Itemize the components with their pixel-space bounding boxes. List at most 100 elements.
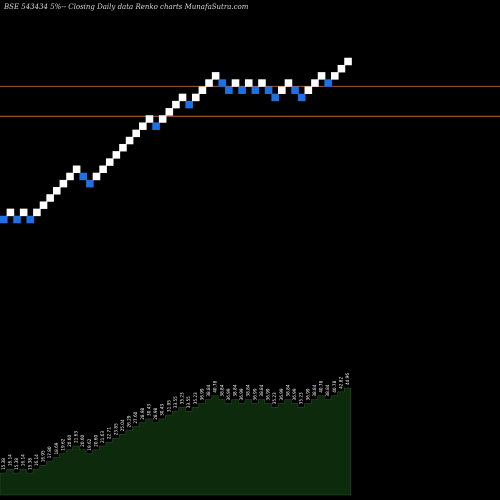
price-label-14: 20.60	[93, 435, 98, 447]
price-label-11: 21.63	[74, 431, 79, 443]
price-labels-layer: 15.38 16.14 15.38 16.14 15.38 16.14 16.95 17.80…	[1, 373, 350, 470]
renko-brick-7	[46, 194, 54, 202]
price-label-28: 33.55	[186, 396, 191, 408]
price-label-17: 23.85	[113, 423, 118, 435]
price-label-0: 15.38	[1, 458, 6, 470]
renko-brick-27	[178, 93, 187, 102]
price-label-35: 38.84	[233, 384, 238, 396]
renko-brick-14	[92, 172, 101, 181]
price-label-40: 36.99	[266, 388, 271, 400]
price-label-45: 35.23	[299, 392, 304, 404]
price-label-46: 36.99	[305, 388, 310, 400]
renko-brick-50	[331, 72, 339, 80]
price-label-4: 15.38	[27, 458, 32, 470]
renko-brick-4	[26, 215, 35, 224]
price-label-3: 16.14	[21, 454, 26, 466]
price-label-12: 20.60	[80, 435, 85, 447]
renko-brick-46	[304, 86, 313, 94]
price-label-18: 25.04	[120, 419, 125, 431]
price-label-51: 42.82	[338, 377, 343, 389]
price-label-33: 38.84	[219, 384, 224, 396]
renko-brick-2	[13, 215, 21, 224]
renko-brick-33	[218, 79, 227, 87]
renko-brick-37	[244, 79, 253, 87]
price-label-7: 17.80	[47, 446, 52, 458]
renko-brick-3	[19, 208, 28, 217]
renko-brick-31	[205, 79, 213, 87]
renko-brick-36	[238, 86, 246, 94]
renko-brick-38	[251, 86, 260, 94]
price-label-13: 19.62	[87, 438, 92, 450]
renko-brick-52	[344, 57, 352, 66]
renko-brick-39	[258, 79, 266, 87]
price-label-31: 38.84	[206, 384, 211, 396]
renko-brick-28	[185, 100, 193, 109]
price-label-8: 18.69	[54, 442, 59, 454]
price-label-6: 16.95	[41, 450, 46, 462]
price-label-23: 28.98	[153, 407, 158, 419]
renko-brick-19	[125, 136, 134, 145]
price-label-52: 44.96	[345, 373, 350, 385]
renko-brick-9	[59, 179, 68, 188]
price-label-10: 20.60	[67, 435, 72, 447]
renko-brick-26	[172, 100, 180, 109]
price-label-29: 35.23	[193, 392, 198, 404]
renko-brick-11	[72, 165, 81, 174]
price-label-21: 28.98	[140, 407, 145, 419]
price-label-41: 35.23	[272, 392, 277, 404]
price-label-15: 21.63	[100, 431, 105, 443]
renko-brick-21	[139, 122, 147, 130]
renko-brick-1	[6, 208, 15, 217]
price-label-39: 38.84	[259, 384, 264, 396]
price-label-2: 15.38	[14, 458, 19, 470]
renko-brick-47	[311, 79, 319, 87]
price-label-24: 30.43	[160, 404, 165, 416]
bricks-layer	[0, 57, 352, 224]
price-label-30: 36.99	[199, 388, 204, 400]
price-label-19: 26.29	[127, 415, 132, 427]
renko-brick-22	[145, 115, 154, 123]
price-label-25: 31.95	[166, 400, 171, 412]
renko-brick-12	[79, 172, 88, 181]
renko-brick-5	[33, 208, 41, 217]
price-label-43: 38.84	[285, 384, 290, 396]
renko-brick-23	[152, 122, 160, 130]
renko-brick-49	[324, 79, 332, 87]
renko-brick-17	[112, 151, 121, 159]
renko-brick-43	[284, 79, 293, 87]
renko-brick-20	[132, 129, 140, 138]
renko-brick-44	[291, 86, 299, 94]
renko-brick-25	[165, 108, 174, 116]
renko-brick-15	[99, 165, 107, 174]
price-label-37: 38.84	[246, 384, 251, 396]
renko-brick-8	[52, 187, 61, 195]
price-label-5: 16.14	[34, 454, 39, 466]
renko-brick-0	[0, 215, 8, 224]
price-label-34: 36.99	[226, 388, 231, 400]
price-label-36: 36.99	[239, 388, 244, 400]
level-lines-layer	[0, 85, 500, 117]
price-label-20: 27.60	[133, 411, 138, 423]
renko-brick-30	[198, 86, 207, 94]
price-label-42: 36.99	[279, 388, 284, 400]
price-label-9: 19.62	[60, 438, 65, 450]
renko-brick-41	[271, 93, 280, 102]
price-label-38: 36.99	[252, 388, 257, 400]
renko-brick-10	[66, 172, 74, 181]
price-label-26: 33.55	[173, 396, 178, 408]
price-label-49: 38.84	[325, 384, 330, 396]
price-label-16: 22.71	[107, 427, 112, 439]
renko-brick-48	[317, 72, 326, 80]
price-label-1: 16.14	[7, 454, 12, 466]
renko-brick-40	[264, 86, 273, 94]
price-area-layer	[0, 387, 352, 496]
renko-brick-51	[337, 64, 346, 73]
renko-brick-16	[105, 158, 114, 166]
renko-brick-6	[39, 201, 48, 209]
renko-brick-24	[158, 115, 167, 123]
price-label-27: 35.23	[180, 392, 185, 404]
renko-brick-13	[86, 179, 94, 188]
renko-brick-35	[231, 79, 240, 87]
price-label-22: 30.43	[146, 404, 151, 416]
